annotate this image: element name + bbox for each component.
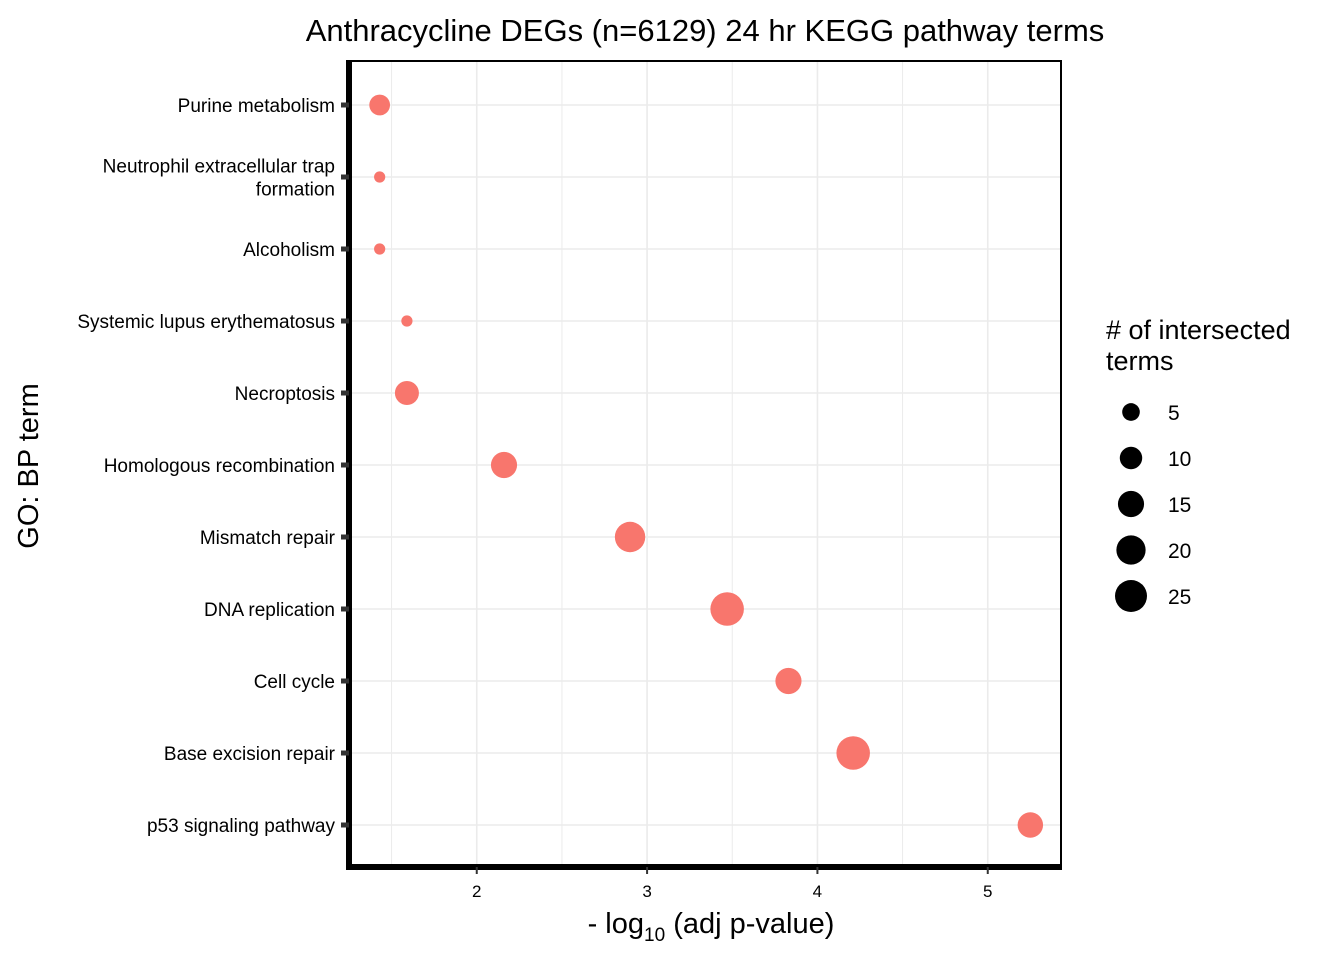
x-tick-label: 4 [813,882,822,901]
data-point [374,243,386,255]
y-tick-label: DNA replication [204,600,335,621]
data-points [369,94,1044,838]
data-point [775,667,802,695]
grid-lines [349,61,1061,867]
x-axis-label: - log10 (adj p-value) [588,908,835,946]
y-tick-label: Base excision repair [164,744,336,765]
y-tick-label: Mismatch repair [200,528,336,549]
y-tick-label: p53 signaling pathway [147,816,336,837]
y-axis-label: GO: BP term [13,383,45,548]
y-tick-label: Necroptosis [235,384,335,405]
x-tick-label: 5 [983,882,992,901]
data-point [401,315,413,327]
y-tick-label: Cell cycle [254,672,335,693]
data-point [394,380,419,406]
x-tick-label: 3 [642,882,651,901]
data-point [836,736,870,770]
legend-key-circle [1119,446,1143,470]
y-axis-ticks: Purine metabolism Neutrophil extracellula… [77,96,349,837]
data-point [1017,812,1044,838]
legend-key-circle [1122,403,1140,421]
data-point [614,521,646,553]
legend-key-circle [1116,535,1146,565]
y-tick-label: formation [256,180,335,201]
y-tick-label: Homologous recombination [104,456,335,477]
panel-background [349,61,1061,867]
y-tick-label: Neutrophil extracellular trap [103,157,335,178]
legend-key-label: 15 [1168,494,1191,517]
x-tick-label: 2 [472,882,481,901]
legend-key-label: 10 [1168,448,1191,471]
y-tick-label: Purine metabolism [178,96,335,117]
plot-panel [349,61,1061,867]
y-tick-label: Systemic lupus erythematosus [77,312,335,333]
x-axis-ticks: 2 3 4 5 [472,867,992,901]
legend-key-circle [1115,580,1147,612]
y-tick-label: Alcoholism [243,240,335,261]
legend-title: # of intersected [1106,315,1291,345]
legend-title: terms [1106,346,1174,376]
legend-key-label: 20 [1168,540,1191,563]
data-point [374,171,386,183]
data-point [490,451,518,479]
legend-key-label: 25 [1168,586,1191,609]
size-legend: # of intersected terms 5 10 15 20 25 [1106,315,1291,612]
data-point [710,592,744,626]
legend-key-label: 5 [1168,402,1180,425]
legend-key-circle [1117,490,1145,518]
chart-title: Anthracycline DEGs (n=6129) 24 hr KEGG p… [306,13,1105,48]
data-point [369,94,391,116]
